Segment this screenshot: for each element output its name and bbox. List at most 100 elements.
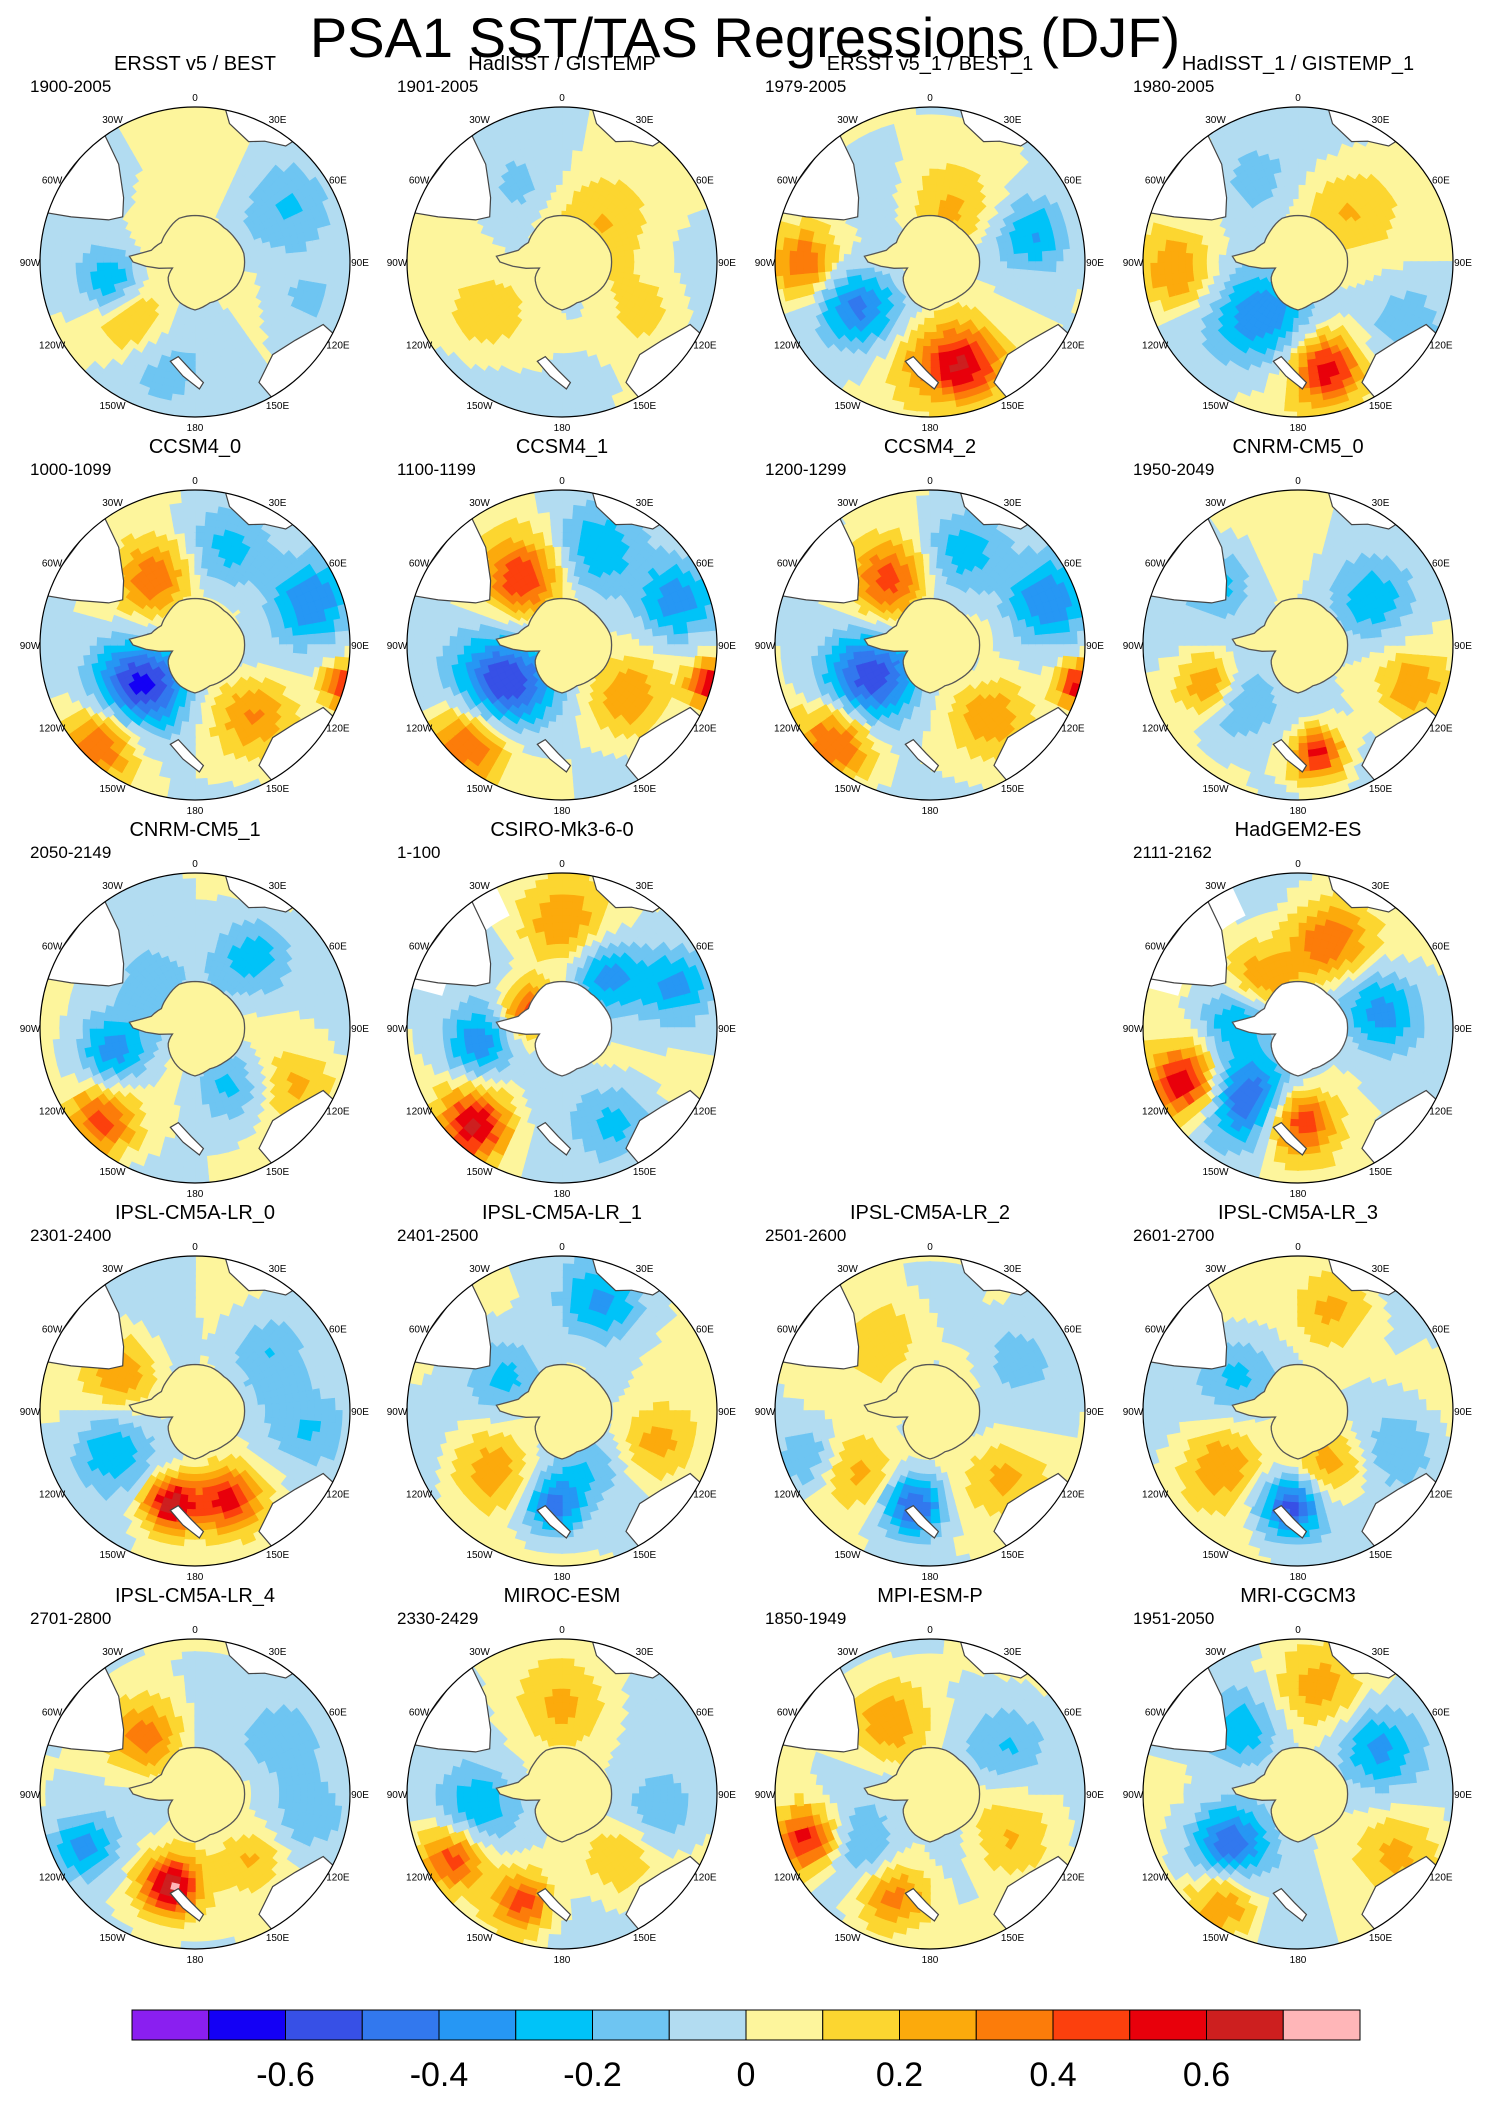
longitude-label: 180 (554, 1572, 571, 1583)
longitude-label: 60W (777, 176, 798, 187)
longitude-label: 180 (187, 423, 204, 434)
panel-title: CSIRO-Mk3-6-0 (490, 819, 633, 841)
longitude-label: 120E (326, 1873, 350, 1884)
map-boundary (774, 489, 1086, 801)
antarctica-coastline (1231, 214, 1349, 311)
colorbar-swatch (745, 2009, 824, 2041)
map-boundary (406, 1638, 718, 1950)
longitude-label: 150W (99, 1550, 126, 1561)
longitude-label: 150E (633, 1550, 657, 1561)
longitude-label: 150W (834, 784, 861, 795)
longitude-label: 120W (774, 1873, 801, 1884)
longitude-label: 0 (927, 1242, 933, 1253)
longitude-label: 180 (1290, 806, 1307, 817)
longitude-label: 120W (1142, 341, 1169, 352)
longitude-label: 150W (99, 784, 126, 795)
map-boundary (406, 489, 718, 801)
colorbar-tick-label: 0.2 (876, 2056, 923, 2094)
panel-period: 2601-2700 (1133, 1226, 1214, 1245)
panel-period: 2050-2149 (30, 843, 111, 862)
longitude-label: 90W (20, 641, 41, 652)
longitude-label: 90W (1123, 258, 1144, 269)
longitude-label: 150W (99, 401, 126, 412)
longitude-label: 60E (329, 176, 347, 187)
regression-field (407, 107, 717, 417)
longitude-label: 30W (102, 1647, 123, 1658)
longitude-label: 180 (922, 423, 939, 434)
longitude-label: 60W (409, 559, 430, 570)
longitude-label: 90W (1123, 1407, 1144, 1418)
antarctica-coastline (495, 1363, 613, 1460)
longitude-label: 0 (192, 1625, 198, 1636)
longitude-label: 60W (409, 1325, 430, 1336)
longitude-label: 150W (1202, 1933, 1229, 1944)
panel-period: 1950-2049 (1133, 460, 1214, 479)
longitude-label: 60E (1432, 176, 1450, 187)
panel-period: 1100-1199 (397, 460, 476, 479)
longitude-label: 180 (922, 1955, 939, 1966)
longitude-label: 120W (774, 724, 801, 735)
longitude-label: 150E (266, 1550, 290, 1561)
colorbar-swatch (515, 2009, 593, 2041)
longitude-label: 90W (20, 1024, 41, 1035)
longitude-label: 150W (99, 1933, 126, 1944)
longitude-label: 180 (922, 806, 939, 817)
panel-period: 1980-2005 (1133, 77, 1214, 96)
longitude-label: 60E (1064, 559, 1082, 570)
longitude-label: 60W (42, 942, 63, 953)
antarctica-coastline (128, 1363, 246, 1460)
longitude-label: 180 (1290, 1189, 1307, 1200)
longitude-label: 0 (559, 93, 565, 104)
panel-title: HadISST / GISTEMP (468, 53, 655, 75)
panel-period: 1951-2050 (1133, 1609, 1214, 1628)
longitude-label: 60W (1145, 942, 1166, 953)
map-panel: CNRM-CM5_0 1950-2049 0 30E 60E 90E 120E 150E 180… (1123, 436, 1473, 817)
longitude-label: 30W (469, 1264, 490, 1275)
longitude-label: 90W (1123, 641, 1144, 652)
longitude-label: 150E (633, 401, 657, 412)
regression-field (40, 490, 350, 800)
longitude-label: 30W (837, 1647, 858, 1658)
panel-title: HadISST_1 / GISTEMP_1 (1182, 53, 1414, 75)
panel-title: CCSM4_1 (516, 436, 608, 458)
longitude-label: 90E (351, 641, 369, 652)
map-panel: CCSM4_1 1100-1199 0 30E 60E 90E 120E 150E 180 150… (387, 436, 737, 817)
longitude-label: 0 (559, 1242, 565, 1253)
longitude-label: 0 (192, 859, 198, 870)
longitude-label: 150E (266, 1933, 290, 1944)
longitude-label: 30W (102, 881, 123, 892)
map-boundary (1142, 872, 1454, 1184)
regression-field (1143, 873, 1453, 1183)
map-panel: MIROC-ESM 2330-2429 0 30E 60E 90E 120E 150E 180 1… (387, 1585, 737, 1966)
panel-title: MRI-CGCM3 (1240, 1585, 1356, 1607)
regression-field (407, 1639, 717, 1949)
map-panel: HadISST_1 / GISTEMP_1 1980-2005 0 30E 60E 90E… (1123, 53, 1473, 434)
map-boundary (406, 872, 718, 1184)
longitude-label: 90E (1454, 1790, 1472, 1801)
longitude-label: 180 (1290, 423, 1307, 434)
longitude-label: 30E (1004, 1264, 1022, 1275)
panel-period: 2111-2162 (1133, 843, 1212, 862)
longitude-label: 60E (1064, 1708, 1082, 1719)
longitude-label: 150W (1202, 784, 1229, 795)
longitude-label: 120E (1429, 1873, 1453, 1884)
panel-title: CNRM-CM5_1 (129, 819, 260, 841)
longitude-label: 120W (774, 341, 801, 352)
colorbar-swatch (285, 2009, 363, 2041)
longitude-label: 60E (1064, 1325, 1082, 1336)
longitude-label: 60E (696, 559, 714, 570)
map-boundary (406, 106, 718, 418)
longitude-label: 180 (187, 806, 204, 817)
longitude-label: 60W (42, 559, 63, 570)
longitude-label: 30E (269, 498, 287, 509)
longitude-label: 180 (1290, 1955, 1307, 1966)
longitude-label: 120E (693, 1873, 717, 1884)
longitude-label: 90E (718, 641, 736, 652)
longitude-label: 90W (387, 1024, 408, 1035)
longitude-label: 150E (633, 1933, 657, 1944)
longitude-label: 0 (927, 93, 933, 104)
longitude-label: 90E (1454, 1024, 1472, 1035)
longitude-label: 30E (636, 1264, 654, 1275)
